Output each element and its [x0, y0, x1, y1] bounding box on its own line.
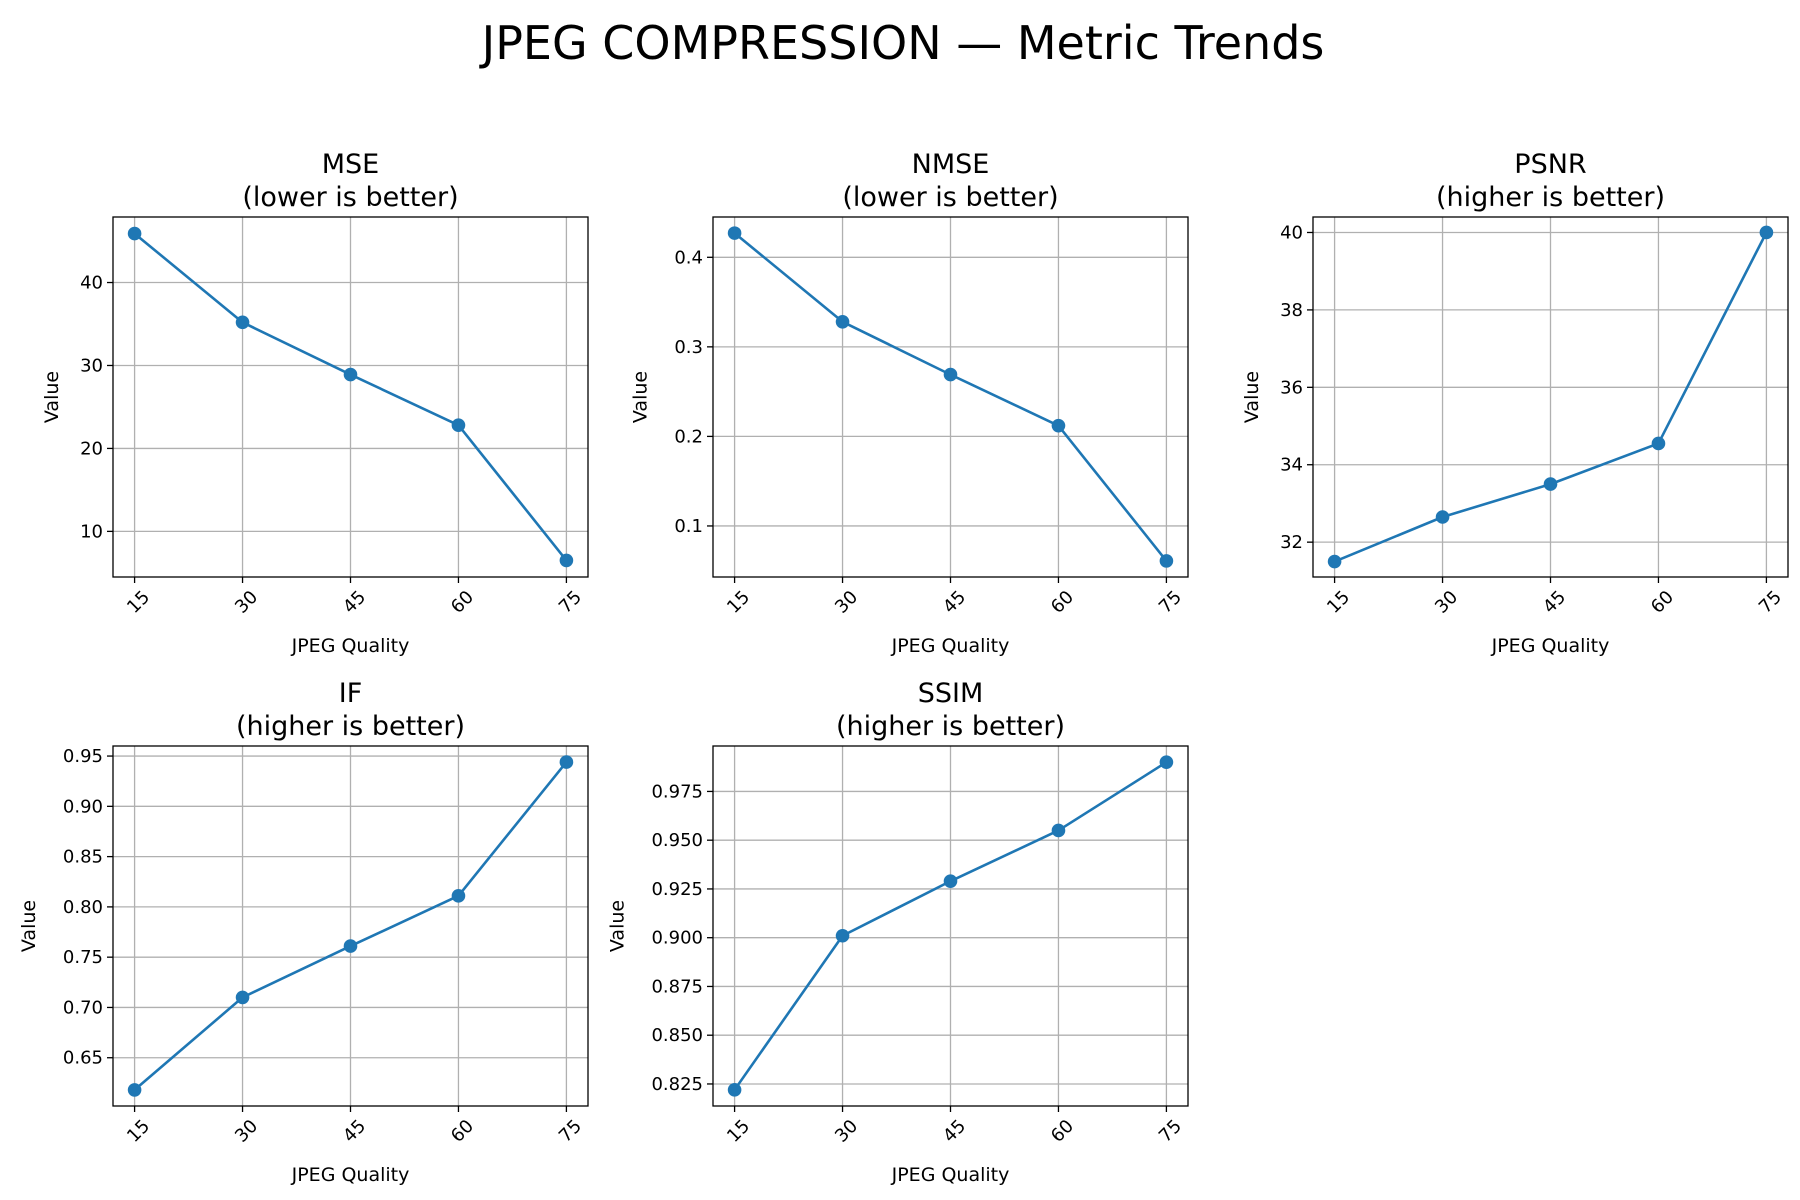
x-axis-label: JPEG Quality [891, 1164, 1010, 1186]
data-point [559, 553, 574, 568]
chart-panel-5: 15 30 45 60 750.8250.8500.8750.9000.9250.950… [607, 678, 1189, 1186]
y-tick-label: 20 [80, 438, 103, 459]
axes-frame [712, 745, 1189, 1107]
y-tick-label: 0.70 [63, 997, 103, 1018]
y-axis-label: Value [630, 371, 652, 423]
x-axis-label: JPEG Quality [891, 635, 1010, 657]
y-tick-label: 0.925 [651, 879, 703, 900]
y-tick-label: 0.80 [63, 897, 103, 918]
data-point [1435, 510, 1450, 524]
data-point [451, 418, 466, 433]
data-point [835, 928, 850, 943]
y-tick-label: 0.95 [63, 746, 103, 767]
data-point [1159, 755, 1174, 769]
chart-title: PSNR (higher is better) [1436, 149, 1665, 213]
data-point [1159, 554, 1174, 568]
data-point [1759, 225, 1774, 240]
data-point [343, 939, 358, 953]
data-point [235, 315, 250, 330]
y-tick-label: 0.65 [63, 1048, 103, 1069]
data-point [727, 226, 742, 240]
y-tick-label: 0.85 [63, 847, 103, 868]
chart-title: NMSE (lower is better) [842, 149, 1058, 213]
y-tick-label: 0.975 [651, 781, 703, 802]
x-axis-label: JPEG Quality [291, 1164, 410, 1186]
x-axis-label: JPEG Quality [1491, 635, 1610, 657]
y-tick-label: 40 [80, 273, 103, 294]
y-tick-label: 0.3 [674, 337, 703, 358]
chart-title: IF (higher is better) [236, 678, 465, 742]
axes-frame [712, 216, 1189, 578]
data-point [1327, 554, 1342, 569]
y-tick-label: 34 [1280, 455, 1303, 476]
y-tick-label: 40 [1280, 222, 1303, 243]
y-tick-label: 0.90 [63, 796, 103, 817]
y-tick-label: 30 [80, 355, 103, 376]
axes-frame [1312, 216, 1789, 578]
y-tick-label: 0.825 [651, 1074, 703, 1095]
data-point [1051, 418, 1066, 433]
y-tick-label: 0.850 [651, 1025, 703, 1046]
data-point [943, 874, 958, 888]
y-tick-label: 0.875 [651, 976, 703, 997]
data-point [127, 226, 142, 241]
y-tick-label: 0.1 [674, 516, 703, 537]
axes-frame [112, 216, 589, 578]
y-tick-label: 32 [1280, 532, 1303, 553]
data-point [1051, 823, 1066, 838]
data-point [835, 314, 850, 329]
y-tick-label: 38 [1280, 300, 1303, 321]
y-tick-label: 36 [1280, 377, 1303, 398]
chart-title: MSE (lower is better) [242, 149, 458, 213]
y-axis-label: Value [18, 900, 40, 952]
data-point [343, 367, 358, 382]
data-point [127, 1083, 142, 1097]
chart-title: SSIM (higher is better) [836, 678, 1065, 742]
y-tick-label: 0.2 [674, 426, 703, 447]
data-point [559, 755, 574, 769]
x-axis-label: JPEG Quality [291, 635, 410, 657]
data-point [943, 367, 958, 382]
y-tick-label: 0.4 [674, 247, 703, 268]
data-point [1651, 436, 1666, 451]
y-axis-label: Value [41, 371, 63, 423]
figure-title: JPEG COMPRESSION — Metric Trends [479, 16, 1325, 70]
data-point [235, 990, 250, 1005]
data-point [451, 889, 466, 903]
y-tick-label: 0.950 [651, 830, 703, 851]
y-tick-label: 0.75 [63, 947, 103, 968]
data-point [727, 1083, 742, 1097]
axes-frame [112, 745, 589, 1107]
y-tick-label: 0.900 [651, 928, 703, 949]
y-tick-label: 10 [80, 521, 103, 542]
y-axis-label: Value [607, 900, 629, 952]
data-point [1543, 477, 1558, 491]
y-axis-label: Value [1241, 371, 1263, 423]
